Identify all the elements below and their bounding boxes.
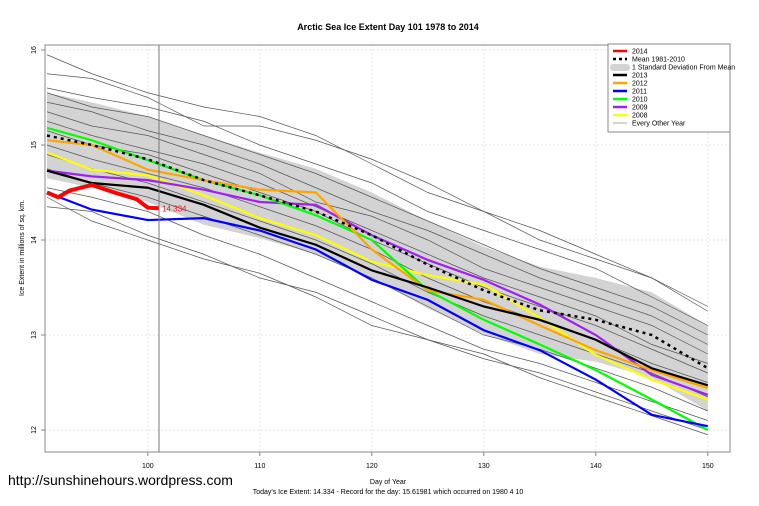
legend-label: 2008 <box>632 113 648 120</box>
series-line-2013 <box>46 169 709 387</box>
legend-label: 1 Standard Deviation From Mean <box>632 65 735 72</box>
x-tick-label: 150 <box>702 463 714 470</box>
y-axis-label: Ice Extent in millions of sq. km. <box>19 200 26 296</box>
series-line-2014 <box>46 182 160 211</box>
other-year-line <box>46 92 708 336</box>
today-value-label: 14.334 <box>162 204 187 213</box>
other-year-line <box>46 206 708 436</box>
y-tick-label: 14 <box>31 236 38 244</box>
other-year-line <box>46 73 708 312</box>
legend-label: Every Other Year <box>632 121 686 128</box>
legend-label: 2013 <box>632 73 648 80</box>
other-year-line <box>46 168 708 412</box>
x-tick-label: 130 <box>478 463 490 470</box>
legend-label: 2009 <box>632 105 648 112</box>
legend-label: 2014 <box>632 49 648 56</box>
series-line-2012 <box>46 139 709 390</box>
legend-label: 2010 <box>632 97 648 104</box>
series-line-2010 <box>46 126 709 431</box>
other-year-line <box>46 187 708 421</box>
footer-text: Today's Ice Extent: 14.334 - Record for … <box>253 489 524 496</box>
legend-label: Mean 1981-2010 <box>632 57 685 64</box>
legend-swatch <box>610 64 630 71</box>
other-year-line <box>46 196 708 431</box>
other-year-line <box>46 111 708 355</box>
x-tick-label: 100 <box>142 463 154 470</box>
x-tick-label: 140 <box>590 463 602 470</box>
other-year-line <box>46 87 708 326</box>
other-year-line <box>46 54 708 307</box>
y-tick-label: 12 <box>31 426 38 434</box>
watermark-url: http://sunshinehours.wordpress.com <box>8 472 233 488</box>
series-line-mean-1981-2010 <box>46 134 709 370</box>
plot-frame <box>44 44 731 453</box>
x-axis-label: Day of Year <box>370 479 407 486</box>
chart-title: Arctic Sea Ice Extent Day 101 1978 to 20… <box>297 22 479 32</box>
y-tick-label: 15 <box>31 141 38 149</box>
std-dev-band <box>47 92 708 411</box>
x-tick-label: 110 <box>254 463 265 470</box>
legend-label: 2012 <box>632 81 648 88</box>
series-line-2011 <box>46 191 709 428</box>
other-year-line <box>46 120 708 364</box>
legend-label: 2011 <box>632 89 647 96</box>
y-tick-label: 13 <box>31 331 38 339</box>
legend-box <box>607 43 731 133</box>
series-line-2009 <box>46 169 709 396</box>
other-year-line <box>46 101 708 345</box>
series-line-2008 <box>46 151 709 401</box>
y-tick-label: 16 <box>31 46 38 54</box>
x-tick-label: 120 <box>366 463 378 470</box>
